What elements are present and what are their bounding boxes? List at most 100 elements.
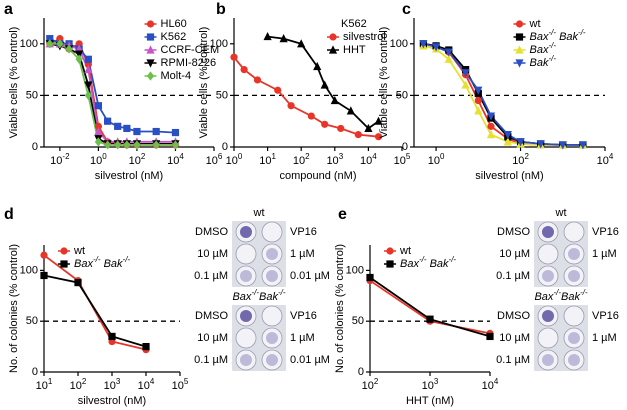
y-tick-label: 0 (358, 366, 364, 378)
data-point (94, 137, 103, 147)
data-point (40, 251, 48, 259)
x-tick-label: 105​ (394, 152, 411, 167)
y-axis-title: Viable cells (% control) (378, 27, 390, 139)
plate-label: 10 µM (197, 248, 228, 260)
colonies (568, 248, 580, 260)
data-point (133, 140, 141, 150)
colonies (266, 270, 278, 282)
plate-well (261, 221, 283, 243)
plate-well (235, 349, 257, 371)
x-tick-label: 103​ (422, 377, 439, 392)
y-tick-label: 50 (352, 315, 364, 327)
data-point (46, 35, 54, 43)
data-point (114, 122, 122, 130)
data-point (230, 53, 238, 61)
x-tick-label: 106​ (206, 152, 223, 167)
legend-label: CCRF-CEM (161, 44, 220, 56)
y-tick-label: 50 (26, 315, 38, 327)
plate-label: 0.1 µM (496, 354, 530, 366)
plate-well (235, 327, 257, 349)
y-tick-label: 0 (32, 141, 38, 153)
plate-well (563, 265, 585, 287)
colonies (240, 354, 252, 366)
x-tick-label: 100​ (226, 152, 243, 167)
plate-title: wt (555, 207, 567, 219)
data-point (444, 48, 453, 57)
plate-well (261, 305, 283, 327)
data-point (60, 247, 68, 255)
x-tick-label: 103​ (104, 377, 121, 392)
plate-label: 0.1 µM (194, 354, 228, 366)
plate-title: Bax-/-​Bak-/-​ (232, 288, 285, 303)
panel-letter: c (402, 1, 411, 18)
plate-label: 0.1 µM (496, 270, 530, 282)
fit-curve (49, 42, 176, 143)
data-point (46, 39, 54, 49)
data-point (330, 95, 339, 105)
data-point (263, 31, 272, 41)
x-tick-label: 104​ (482, 377, 499, 392)
colonies (240, 270, 252, 282)
data-point (461, 80, 470, 89)
data-point (103, 117, 112, 125)
plate-well (563, 349, 585, 371)
data-point (75, 54, 83, 64)
plate-well (537, 349, 559, 371)
plate-well (261, 327, 283, 349)
plate-label: DMSO (497, 310, 530, 322)
data-point (84, 90, 92, 100)
x-tick-label: 101​ (36, 377, 53, 392)
data-point (354, 131, 362, 139)
x-tick-label: 105​ (172, 377, 189, 392)
data-point (40, 271, 48, 280)
y-tick-label: 100 (346, 264, 364, 276)
data-point (94, 122, 103, 130)
data-point (328, 45, 338, 54)
y-tick-label: 100 (390, 38, 408, 50)
plate-label: 0.01 µM (290, 270, 330, 282)
y-axis-title: No. of colonies (% control) (8, 244, 20, 373)
plate-label: VP16 (290, 310, 317, 322)
legend-label: Bax-/-​ Bak-/-​ (74, 255, 130, 270)
plate-well (563, 243, 585, 265)
plate-title: wt (253, 207, 265, 219)
data-point (474, 106, 483, 115)
x-axis-title: silvestrol (nM) (78, 395, 146, 407)
data-point (364, 123, 373, 133)
plate-label: 1 µM (290, 248, 315, 260)
x-axis-title: silvestrol (nM) (475, 170, 543, 182)
data-point (386, 260, 394, 268)
fit-curve (369, 276, 491, 338)
fit-curve (233, 56, 379, 138)
legend-label: HHT (343, 44, 366, 56)
plate-title: Bax-/-​Bak-/-​ (534, 288, 587, 303)
colonies (568, 332, 580, 344)
y-axis-title: No. of colonies (% control) (334, 244, 346, 373)
data-point (146, 71, 155, 81)
colonies (542, 354, 554, 366)
colonies (266, 248, 278, 260)
data-point (515, 33, 524, 41)
colonies (266, 354, 278, 366)
x-tick-label: 10-2​ (50, 152, 70, 167)
y-axis-title: Viable cells (% control) (8, 27, 20, 139)
plate-label: VP16 (592, 226, 619, 238)
plate-label: 0.01 µM (290, 354, 330, 366)
plate-well (235, 243, 257, 265)
data-point (279, 34, 288, 43)
data-point (487, 122, 495, 130)
y-tick-label: 0 (402, 141, 408, 153)
plate-label: 1 µM (592, 248, 617, 260)
plate-well (235, 265, 257, 287)
data-point (65, 44, 73, 54)
data-point (253, 76, 262, 84)
plate-well (537, 243, 559, 265)
x-tick-label: 102​ (362, 377, 379, 392)
data-point (503, 137, 512, 146)
data-point (426, 315, 434, 323)
legend-label: Bax-/-​ Bak-/-​ (530, 28, 586, 43)
plate-label: 0.1 µM (194, 270, 228, 282)
plate-label: 10 µM (197, 332, 228, 344)
x-axis-title: silvestrol (nM) (95, 170, 163, 182)
x-axis-title: HHT (nM) (406, 395, 454, 407)
